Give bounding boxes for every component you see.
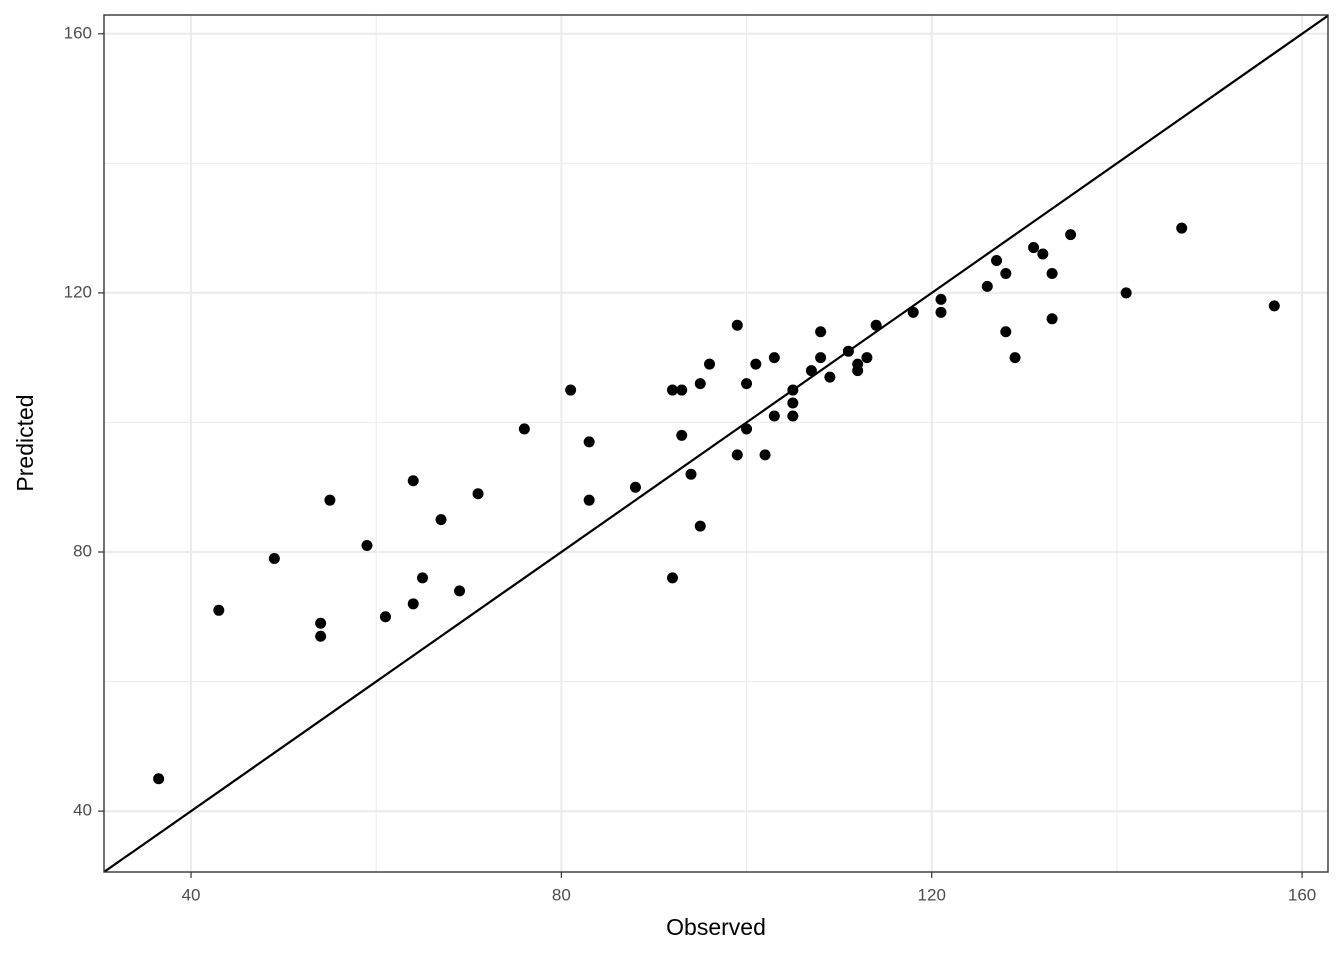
point: [741, 378, 753, 390]
point: [991, 255, 1003, 267]
point: [768, 410, 780, 422]
point: [379, 611, 391, 623]
point: [768, 352, 780, 364]
x-tick-label: 120: [918, 885, 946, 904]
point: [787, 397, 799, 409]
point: [407, 598, 419, 610]
point: [407, 475, 419, 487]
point: [1046, 267, 1058, 279]
point: [861, 352, 873, 364]
point: [685, 468, 697, 480]
point: [759, 449, 771, 461]
point: [676, 429, 688, 441]
point: [1037, 248, 1049, 260]
point: [454, 585, 466, 597]
point: [666, 572, 678, 584]
point: [676, 384, 688, 396]
point: [1009, 352, 1021, 364]
point: [935, 293, 947, 305]
y-tick-label: 120: [64, 282, 92, 301]
point: [1268, 300, 1280, 312]
point: [842, 345, 854, 357]
y-tick-label: 160: [64, 23, 92, 42]
y-tick-label: 40: [73, 801, 92, 820]
reference-line: [104, 15, 1328, 872]
point: [731, 319, 743, 331]
point: [1176, 222, 1188, 234]
point: [1120, 287, 1132, 299]
point: [870, 319, 882, 331]
point: [435, 514, 447, 526]
point: [805, 365, 817, 377]
point: [815, 326, 827, 338]
x-axis-title: Observed: [666, 914, 766, 940]
point: [750, 358, 762, 370]
point: [787, 410, 799, 422]
point: [704, 358, 716, 370]
point: [824, 371, 836, 383]
point: [1028, 242, 1040, 254]
x-tick-label: 40: [182, 885, 201, 904]
point: [981, 280, 993, 292]
point: [361, 540, 373, 552]
point: [324, 494, 336, 506]
point: [741, 423, 753, 435]
point: [153, 773, 165, 785]
point: [583, 494, 595, 506]
point: [694, 520, 706, 532]
point: [1000, 267, 1012, 279]
panel-border: [103, 14, 1329, 873]
point: [694, 378, 706, 390]
point: [213, 604, 225, 616]
point: [565, 384, 577, 396]
x-tick-label: 80: [552, 885, 571, 904]
point: [1046, 313, 1058, 325]
point: [268, 552, 280, 564]
point: [852, 365, 864, 377]
point: [815, 352, 827, 364]
point: [666, 384, 678, 396]
point: [787, 384, 799, 396]
point: [935, 306, 947, 318]
point: [1000, 326, 1012, 338]
point: [472, 488, 484, 500]
point: [416, 572, 428, 584]
point: [315, 630, 327, 642]
x-tick-label: 160: [1288, 885, 1316, 904]
point: [907, 306, 919, 318]
y-axis-title: Predicted: [12, 394, 38, 491]
y-tick-label: 80: [73, 541, 92, 560]
point: [731, 449, 743, 461]
point: [315, 617, 327, 629]
point: [629, 481, 641, 493]
point: [583, 436, 595, 448]
point: [518, 423, 530, 435]
point: [1065, 229, 1077, 241]
